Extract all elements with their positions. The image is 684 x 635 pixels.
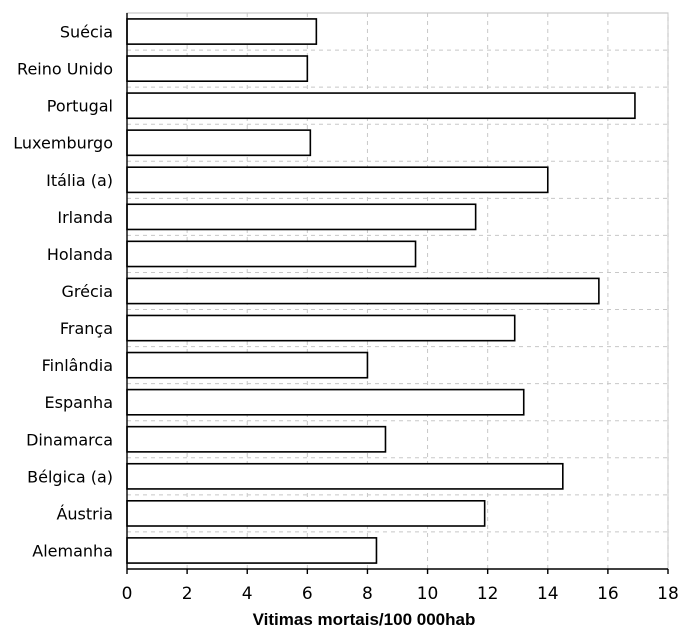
bar-12: [126, 462, 564, 490]
category-label-2: Portugal: [47, 97, 113, 116]
x-tick-label-4: 4: [242, 584, 253, 604]
bar-11: [126, 425, 387, 453]
x-tick-labels: 0 2 4 6 8 10 12 14 16 18: [122, 569, 679, 604]
bar-3: [126, 129, 312, 157]
category-labels: Suécia Reino Unido Portugal Luxemburgo Itáli…: [13, 23, 113, 561]
category-label-7: Grécia: [61, 282, 113, 301]
bar-8: [126, 314, 516, 342]
category-label-10: Espanha: [45, 393, 114, 412]
category-label-0: Suécia: [60, 23, 113, 42]
bar-7: [126, 277, 600, 305]
bar-9: [126, 351, 369, 379]
bar-14: [126, 537, 378, 564]
x-tick-label-12: 12: [477, 584, 499, 604]
bar-0: [126, 18, 318, 45]
category-label-4: Itália (a): [46, 171, 113, 190]
bar-2: [126, 92, 636, 120]
bar-10: [126, 388, 525, 416]
bar-13: [126, 499, 486, 527]
category-label-14: Alemanha: [32, 541, 113, 560]
category-label-6: Holanda: [47, 245, 113, 264]
x-axis-title: Vitimas mortais/100 000hab: [253, 610, 476, 629]
bar-4: [126, 166, 549, 194]
bar-5: [126, 203, 477, 231]
grid-lines: [127, 13, 669, 569]
category-label-5: Irlanda: [57, 208, 113, 227]
category-label-1: Reino Unido: [17, 60, 113, 79]
x-tick-label-18: 18: [657, 584, 679, 604]
x-tick-label-0: 0: [122, 584, 133, 604]
x-tick-label-10: 10: [417, 584, 439, 604]
category-label-12: Bélgica (a): [27, 467, 113, 486]
bars: [126, 18, 636, 564]
x-tick-label-16: 16: [597, 584, 619, 604]
category-label-9: Finlândia: [42, 356, 113, 375]
bar-6: [126, 240, 417, 268]
bar-1: [126, 55, 309, 83]
category-label-3: Luxemburgo: [13, 134, 113, 153]
x-tick-label-14: 14: [537, 584, 559, 604]
category-label-8: França: [60, 319, 113, 338]
category-label-11: Dinamarca: [26, 430, 113, 449]
x-tick-label-6: 6: [302, 584, 313, 604]
x-tick-label-8: 8: [362, 584, 373, 604]
category-label-13: Áustria: [56, 504, 113, 523]
x-tick-label-2: 2: [182, 584, 193, 604]
